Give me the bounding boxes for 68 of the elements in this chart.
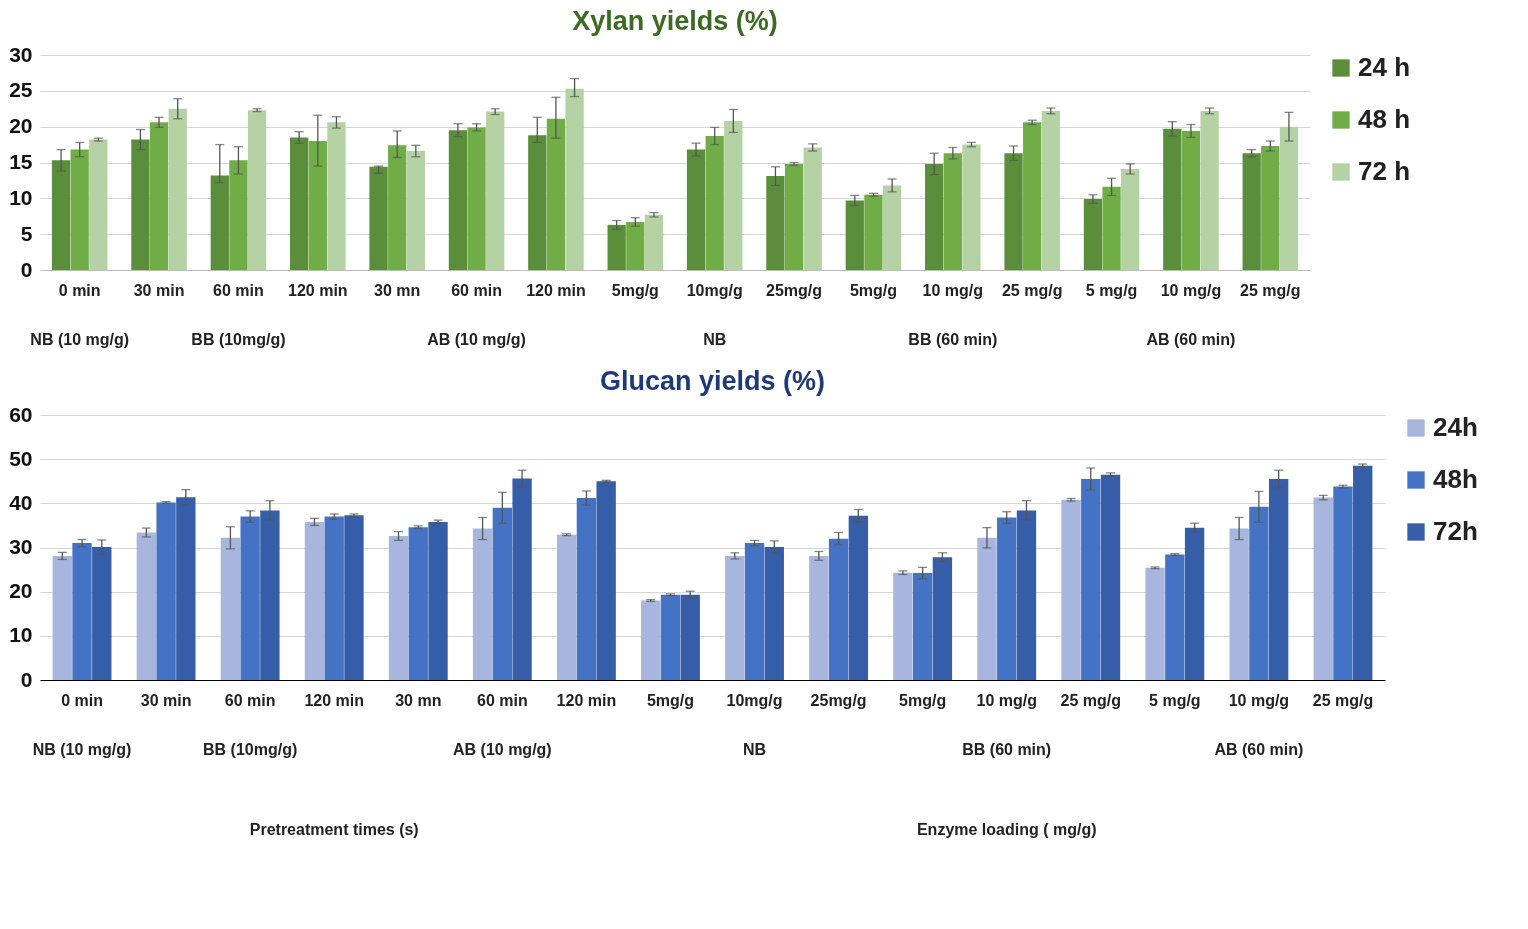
legend-label: 72 h [1358, 156, 1411, 186]
x-tick-label: 60 min [477, 691, 528, 709]
text: AB (60 min) [1146, 331, 1236, 348]
legend-label: 24 h [1358, 52, 1411, 82]
x-tick-label: 120 min [304, 691, 365, 709]
text: Pretreatment times (s) [249, 821, 419, 838]
text: BB (10mg/g) [191, 331, 286, 348]
y-tick-label: 40 [9, 490, 33, 514]
x-tick-label: 10 mg/g [976, 691, 1037, 709]
y-tick-label: 60 [9, 402, 33, 426]
x-tick-label: 10 mg/g [1160, 281, 1222, 299]
text: NB [742, 741, 767, 758]
chart-title: Glucan yields (%) [599, 366, 826, 396]
x-tick-label: 5 mg/g [1085, 281, 1138, 299]
x-tick-label: 25 mg/g [1060, 691, 1122, 709]
x-tick-label: 5 mg/g [1149, 691, 1201, 709]
text: AB (10 mg/g) [427, 331, 526, 348]
x-tick-label: 25 mg/g [1001, 281, 1063, 299]
text: NB [703, 331, 727, 348]
x-tick-label: 10 mg/g [1228, 691, 1290, 709]
x-tick-label: 25mg/g [766, 281, 823, 299]
x-tick-label: 60 min [224, 691, 276, 709]
y-tick-label: 30 [9, 42, 33, 66]
x-tick-label: 30 mn [395, 691, 442, 709]
x-tick-label: 5mg/g [899, 691, 947, 709]
x-tick-label: 25mg/g [810, 691, 867, 709]
text: AB (10 mg/g) [453, 741, 552, 758]
text: BB (60 min) [908, 331, 998, 348]
y-tick-label: 0 [20, 257, 33, 281]
y-tick-label: 5 [20, 221, 33, 245]
y-tick-label: 0 [20, 667, 33, 691]
x-tick-label: 60 min [213, 281, 264, 299]
x-tick-label: 10 mg/g [922, 281, 984, 299]
x-tick-label: 0 min [58, 281, 101, 299]
y-tick-label: 20 [9, 114, 33, 138]
text: AB (60 min) [1214, 741, 1304, 758]
text: Enzyme loading ( mg/g) [916, 821, 1097, 838]
y-tick-label: 20 [9, 579, 33, 603]
x-tick-label: 30 min [133, 281, 185, 299]
y-tick-label: 30 [9, 535, 33, 558]
text: BB (10mg/g) [203, 741, 298, 758]
y-tick-label: 15 [9, 150, 33, 173]
x-tick-label: 30 mn [374, 281, 421, 299]
x-tick-label: 0 min [61, 691, 103, 709]
x-tick-label: 5mg/g [611, 281, 659, 299]
legend-label: 24h [1433, 412, 1478, 442]
x-tick-label: 120 min [288, 281, 348, 299]
text: NB (10 mg/g) [32, 741, 132, 758]
x-tick-label: 10mg/g [686, 281, 743, 299]
x-tick-label: 25 mg/g [1240, 281, 1301, 299]
x-tick-label: 60 min [451, 281, 502, 299]
x-tick-label: 5mg/g [646, 691, 695, 709]
x-tick-label: 5mg/g [849, 281, 897, 299]
y-tick-label: 10 [9, 623, 33, 647]
legend-label: 48 h [1358, 104, 1411, 134]
y-tick-label: 10 [9, 185, 33, 209]
x-tick-label: 25 mg/g [1312, 691, 1374, 709]
x-tick-label: 120 min [526, 281, 586, 299]
x-tick-label: 10mg/g [726, 691, 783, 709]
chart-title: Xylan yields (%) [572, 6, 778, 36]
legend-label: 48h [1433, 464, 1478, 494]
y-tick-label: 25 [9, 78, 33, 102]
legend-label: 72h [1433, 516, 1478, 546]
x-tick-label: 30 min [140, 691, 192, 709]
text: BB (60 min) [962, 741, 1052, 758]
text: NB (10 mg/g) [30, 331, 130, 348]
y-tick-label: 50 [9, 446, 33, 470]
x-tick-label: 120 min [556, 691, 617, 709]
